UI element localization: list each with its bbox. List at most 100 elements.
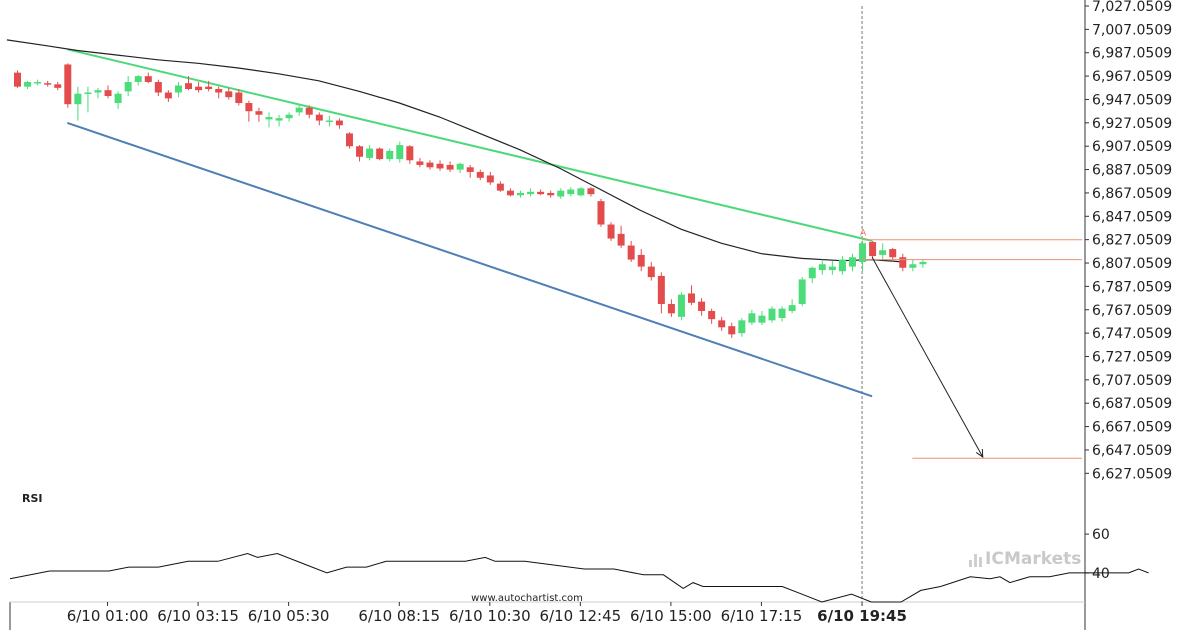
candle-body (215, 89, 223, 93)
rsi-panel: RSI 60 40 (9, 492, 1149, 603)
candle (275, 114, 283, 127)
candle (919, 259, 927, 268)
candle (688, 285, 696, 306)
time-tick-label: 6/10 03:15 (157, 607, 239, 625)
candle (285, 112, 293, 122)
candle-body (436, 163, 444, 169)
candle (899, 253, 907, 272)
candle (396, 141, 404, 163)
candles-layer (14, 63, 927, 338)
logo-bar-1 (969, 560, 972, 567)
candle-body (466, 167, 474, 172)
candle-body (376, 148, 384, 160)
time-tick-label: 6/10 01:00 (67, 607, 149, 625)
candle-body (114, 93, 122, 104)
price-tick-label: 6,847.0509 (1092, 209, 1172, 225)
candle-body (94, 90, 102, 93)
candle-body (74, 93, 82, 105)
candle-body (24, 81, 32, 87)
candle-body (848, 257, 856, 267)
candle-body (476, 171, 484, 178)
brand-markets: Markets (1004, 549, 1081, 569)
candle (838, 256, 846, 275)
candle (637, 249, 645, 272)
candle-body (235, 92, 243, 104)
candle-body (124, 81, 132, 92)
candle-body (295, 107, 303, 113)
candle-body (698, 301, 706, 311)
candle (205, 80, 213, 92)
candle (738, 317, 746, 337)
candle (667, 299, 675, 317)
price-tick-label: 6,687.0509 (1092, 396, 1172, 412)
icmarkets-logo-icon: IC Markets (969, 549, 1081, 569)
candle-body (879, 250, 887, 255)
candle-body (788, 305, 796, 311)
rsi-label: RSI (22, 492, 43, 505)
candle (124, 76, 132, 97)
time-tick-label: 6/10 19:45 (817, 607, 907, 625)
candle (114, 91, 122, 109)
breakout-marker-label: A (860, 228, 867, 238)
candle (144, 72, 152, 84)
candle (537, 189, 545, 196)
candle (54, 81, 62, 91)
candle (466, 164, 474, 178)
forecast-arrow-head (975, 449, 984, 459)
candle (245, 100, 253, 122)
candle-body (275, 118, 283, 121)
candle (305, 105, 313, 119)
candle (708, 308, 716, 324)
time-tick-label: 6/10 10:30 (449, 607, 531, 625)
candle (265, 112, 273, 128)
candle (728, 322, 736, 338)
candle-body (637, 254, 645, 267)
moving-average-layer (6, 39, 903, 263)
time-axis: 6/10 01:00 6/10 03:15 6/10 05:30 6/10 08:15… (67, 602, 907, 625)
candle-body (738, 320, 746, 334)
rsi-tick-label: 60 (1092, 527, 1110, 543)
time-tick-label: 6/10 05:30 (248, 607, 330, 625)
candle (315, 112, 323, 126)
price-tick-label: 6,647.0509 (1092, 443, 1172, 459)
candle-body (748, 313, 756, 323)
candle-body (597, 201, 605, 225)
channel-upper-line (67, 48, 873, 242)
price-tick-label: 6,787.0509 (1092, 279, 1172, 295)
price-tick-label: 6,987.0509 (1092, 46, 1172, 62)
candle (798, 277, 806, 307)
candle-body (547, 192, 555, 196)
candle-body (718, 320, 726, 328)
candle-body (154, 81, 162, 93)
candle-body (44, 83, 52, 85)
candle (24, 80, 32, 90)
candle (677, 292, 685, 321)
candle-body (285, 114, 293, 119)
candle-body (64, 64, 72, 105)
price-tick-label: 6,707.0509 (1092, 373, 1172, 389)
price-tick-label: 6,767.0509 (1092, 303, 1172, 319)
candle-body (496, 183, 504, 191)
candle (607, 222, 615, 241)
candle-body (889, 249, 897, 258)
candle (617, 225, 625, 248)
candle (426, 160, 434, 170)
candle (587, 187, 595, 197)
candle (909, 259, 917, 272)
candle-body (345, 133, 353, 147)
price-tick-label: 6,887.0509 (1092, 163, 1172, 179)
candle-body (768, 308, 776, 321)
candle-body (607, 224, 615, 239)
price-axis: 7,027.0509 7,007.0509 6,987.0509 6,967.0509… (1085, 0, 1172, 482)
price-tick-label: 6,627.0509 (1092, 466, 1172, 482)
candle (718, 316, 726, 331)
candle-body (527, 191, 535, 195)
price-tick-label: 7,027.0509 (1092, 0, 1172, 15)
candle-body (828, 266, 836, 271)
candle (818, 259, 826, 275)
price-tick-label: 6,867.0509 (1092, 186, 1172, 202)
candle (547, 190, 555, 198)
candle (406, 145, 414, 164)
